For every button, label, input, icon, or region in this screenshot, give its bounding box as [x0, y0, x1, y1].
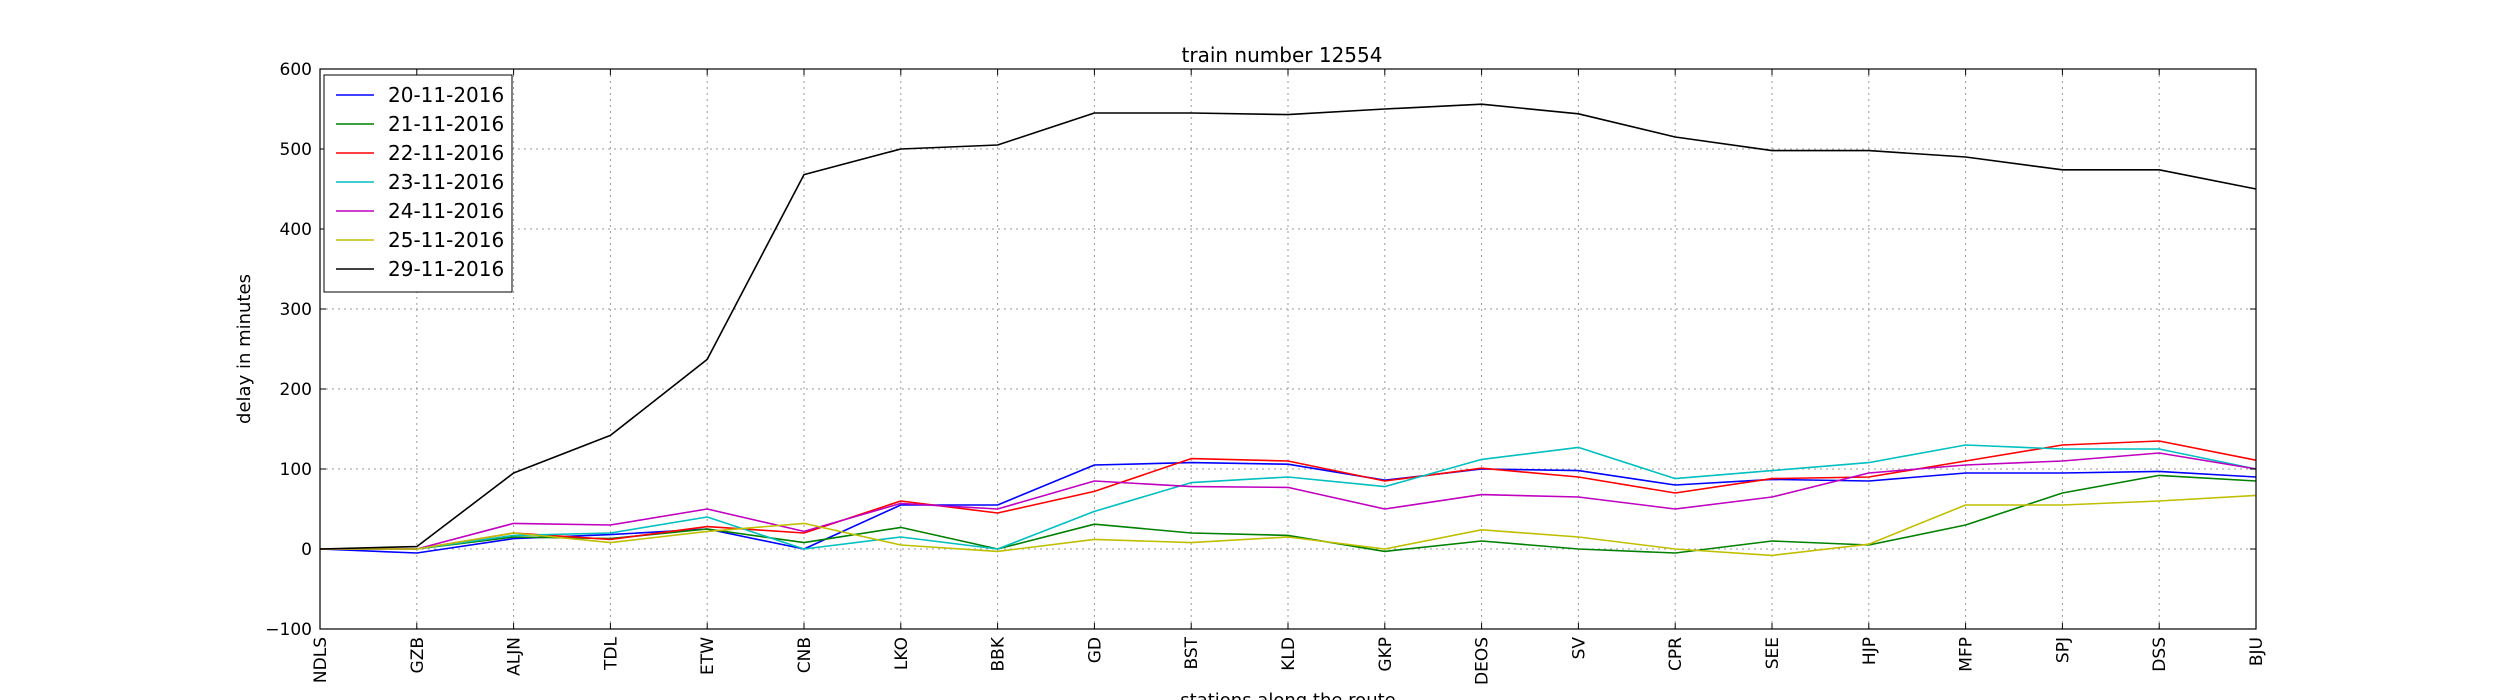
x-tick-label: HJP: [1860, 637, 1880, 665]
series-line: [319, 461, 2257, 554]
x-tick-label: SPJ: [2053, 637, 2073, 663]
x-tick-label: DEOS: [1473, 637, 1493, 685]
x-tick-label: SEE: [1763, 637, 1783, 669]
x-tick-label: BST: [1182, 636, 1202, 669]
series-lines: [319, 103, 2257, 557]
y-tick-label: 100: [280, 460, 312, 480]
y-tick-labels: −100 0 100 200 300 400 500 600: [265, 60, 2256, 640]
x-tick-label: SV: [1569, 637, 1589, 660]
legend-entry: 25-11-2016: [388, 228, 504, 252]
x-tick-label: TDL: [601, 636, 621, 670]
x-tick-label: MFP: [1957, 637, 1977, 672]
legend-entry: 21-11-2016: [388, 112, 504, 136]
y-tick-label: 600: [280, 60, 312, 80]
legend-entry: 23-11-2016: [388, 170, 504, 194]
x-tick-label: CPR: [1666, 637, 1686, 671]
x-tick-label: LKO: [892, 637, 912, 670]
legend-entry: 24-11-2016: [388, 199, 504, 223]
legend: 20-11-2016 21-11-2016 22-11-2016 23-11-2016…: [323, 74, 513, 293]
x-tick-label: GZB: [408, 637, 428, 673]
chart-title: train number 12554: [1182, 43, 1383, 67]
legend-entry: 29-11-2016: [388, 257, 504, 281]
y-axis-label: delay in minutes: [234, 274, 255, 424]
grid: [319, 68, 2257, 630]
x-tick-label: NDLS: [311, 637, 331, 683]
y-tick-label: 400: [280, 220, 312, 240]
series-line: [319, 103, 2257, 550]
y-tick-label: −100: [265, 620, 312, 640]
legend-entry: 20-11-2016: [388, 83, 504, 107]
series-line: [320, 452, 2257, 550]
legend-box: [323, 74, 513, 293]
y-tick-label: 200: [280, 380, 312, 400]
y-tick-label: 500: [280, 140, 312, 160]
x-tick-label: GKP: [1376, 637, 1396, 672]
series-line: [320, 440, 2257, 550]
x-axis-label: stations along the route: [1180, 690, 1395, 700]
series-line: [320, 494, 2257, 557]
x-tick-label: CNB: [795, 637, 815, 673]
x-tick-label: BJU: [2247, 637, 2267, 666]
x-tick-label: ETW: [698, 637, 718, 675]
x-tick-label: DSS: [2150, 637, 2170, 672]
x-tick-label: BBK: [989, 636, 1009, 671]
x-tick-label: GD: [1085, 637, 1105, 663]
x-tick-label: KLD: [1279, 637, 1299, 671]
series-line: [320, 444, 2257, 550]
legend-entry: 22-11-2016: [388, 141, 504, 165]
y-tick-label: 300: [280, 300, 312, 320]
x-tick-labels: NDLS GZB ALJN TDL ETW CNB LKO BBK GD BST KLD GKP DEO…: [311, 69, 2267, 685]
y-tick-label: 0: [301, 540, 312, 560]
x-tick-label: ALJN: [505, 637, 525, 676]
